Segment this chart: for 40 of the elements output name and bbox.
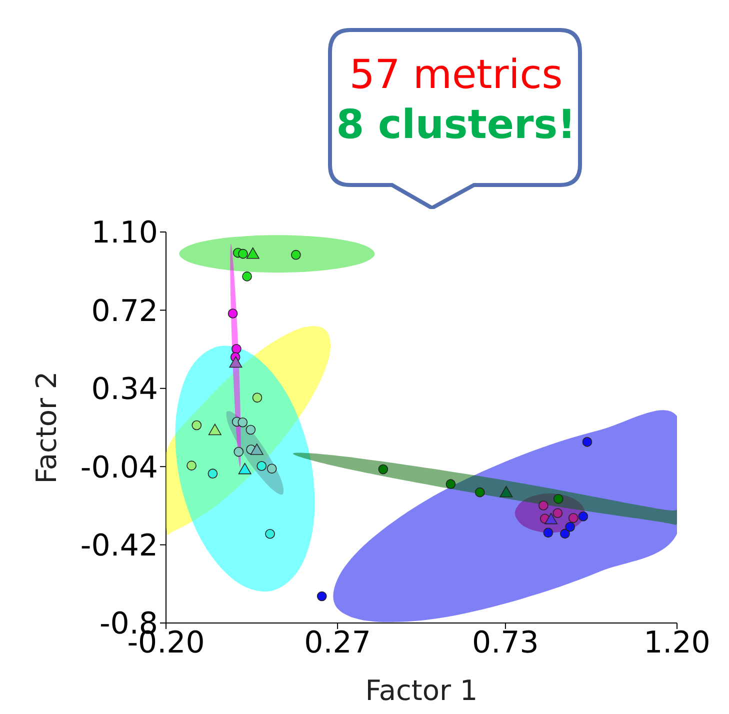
point <box>238 417 248 428</box>
y-axis-title: Factor 2 <box>30 371 63 484</box>
point <box>232 344 242 354</box>
point <box>242 272 252 282</box>
point <box>553 494 564 504</box>
point <box>446 479 456 489</box>
point <box>578 511 588 522</box>
x-tick-label: 1.20 <box>644 625 710 660</box>
y-tick-label: -0.04 <box>80 450 158 486</box>
point <box>316 591 327 602</box>
point <box>234 446 244 457</box>
point <box>266 464 277 474</box>
point <box>256 461 267 471</box>
text: 8 clusters! <box>335 101 577 150</box>
point <box>252 392 262 403</box>
point <box>291 250 301 260</box>
point <box>228 308 238 318</box>
point <box>192 420 202 430</box>
point <box>246 424 256 435</box>
point <box>208 468 218 478</box>
point <box>565 522 575 532</box>
point <box>538 500 548 510</box>
point <box>568 513 578 523</box>
point <box>186 460 196 470</box>
x-tick-label: 0.27 <box>304 625 371 660</box>
point <box>474 487 485 498</box>
text: 57 metrics <box>348 51 564 100</box>
y-tick-label: -0.42 <box>80 528 158 564</box>
y-tick-label: 0.34 <box>91 372 158 408</box>
y-tick-label: 0.72 <box>91 294 158 329</box>
x-axis-title: Factor 1 <box>365 674 478 707</box>
point <box>552 508 563 518</box>
point <box>265 528 275 539</box>
point <box>582 437 592 447</box>
y-tick-label: 1.10 <box>91 216 158 251</box>
point <box>238 248 248 259</box>
x-tick-label: 0.73 <box>472 625 539 660</box>
point <box>543 528 554 538</box>
point <box>560 528 570 539</box>
point <box>378 464 388 474</box>
